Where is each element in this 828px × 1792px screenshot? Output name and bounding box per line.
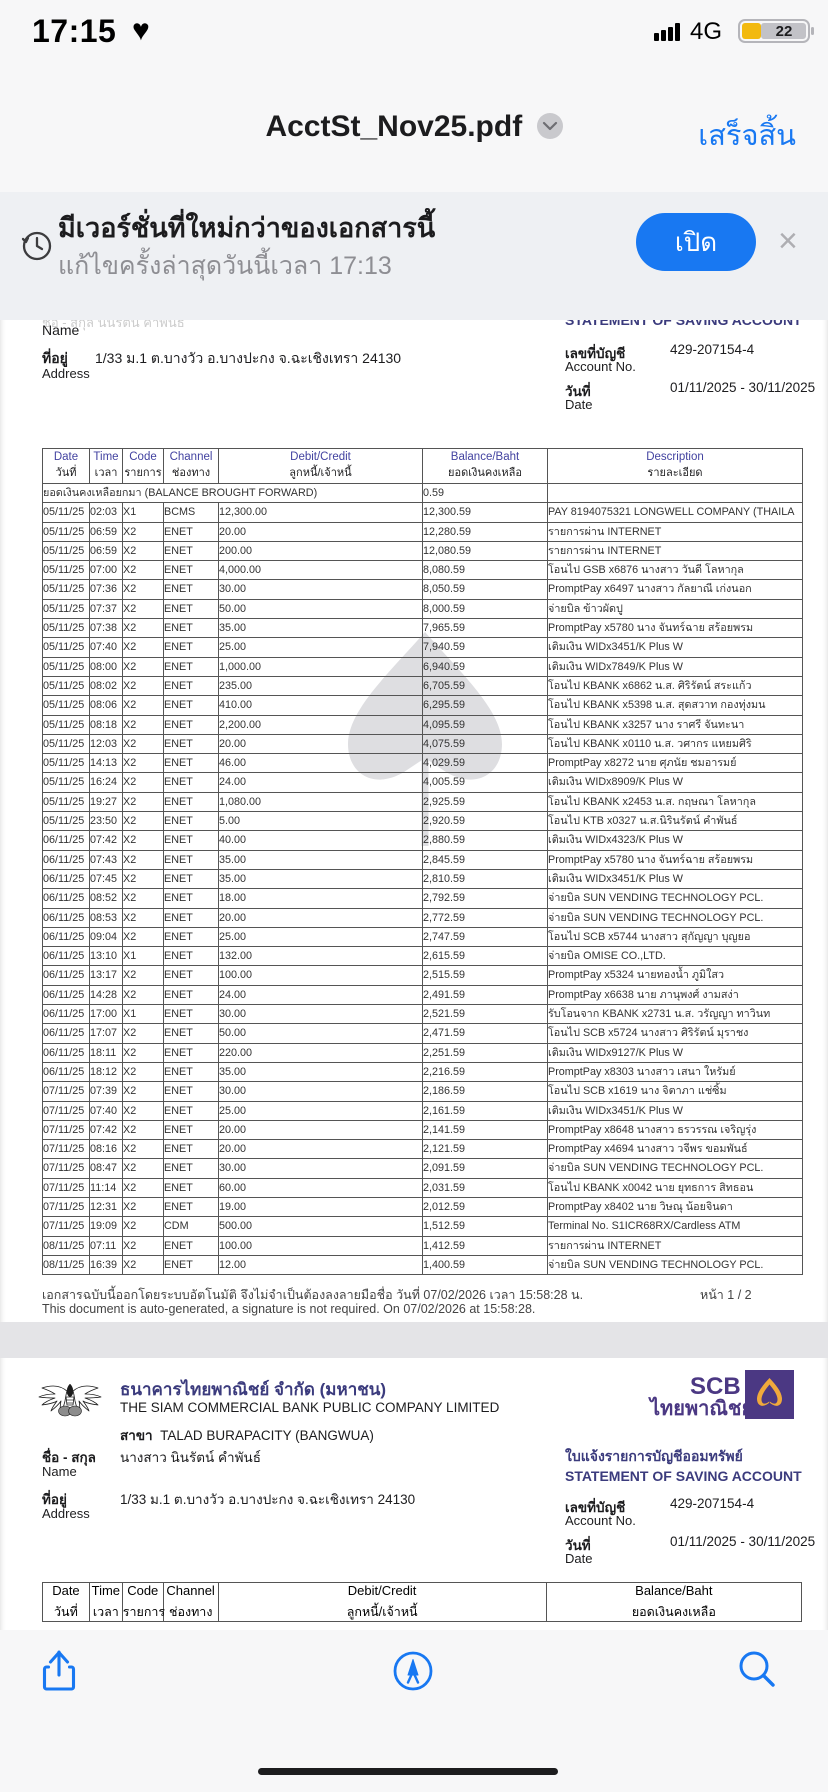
svg-text:22: 22	[776, 23, 793, 40]
